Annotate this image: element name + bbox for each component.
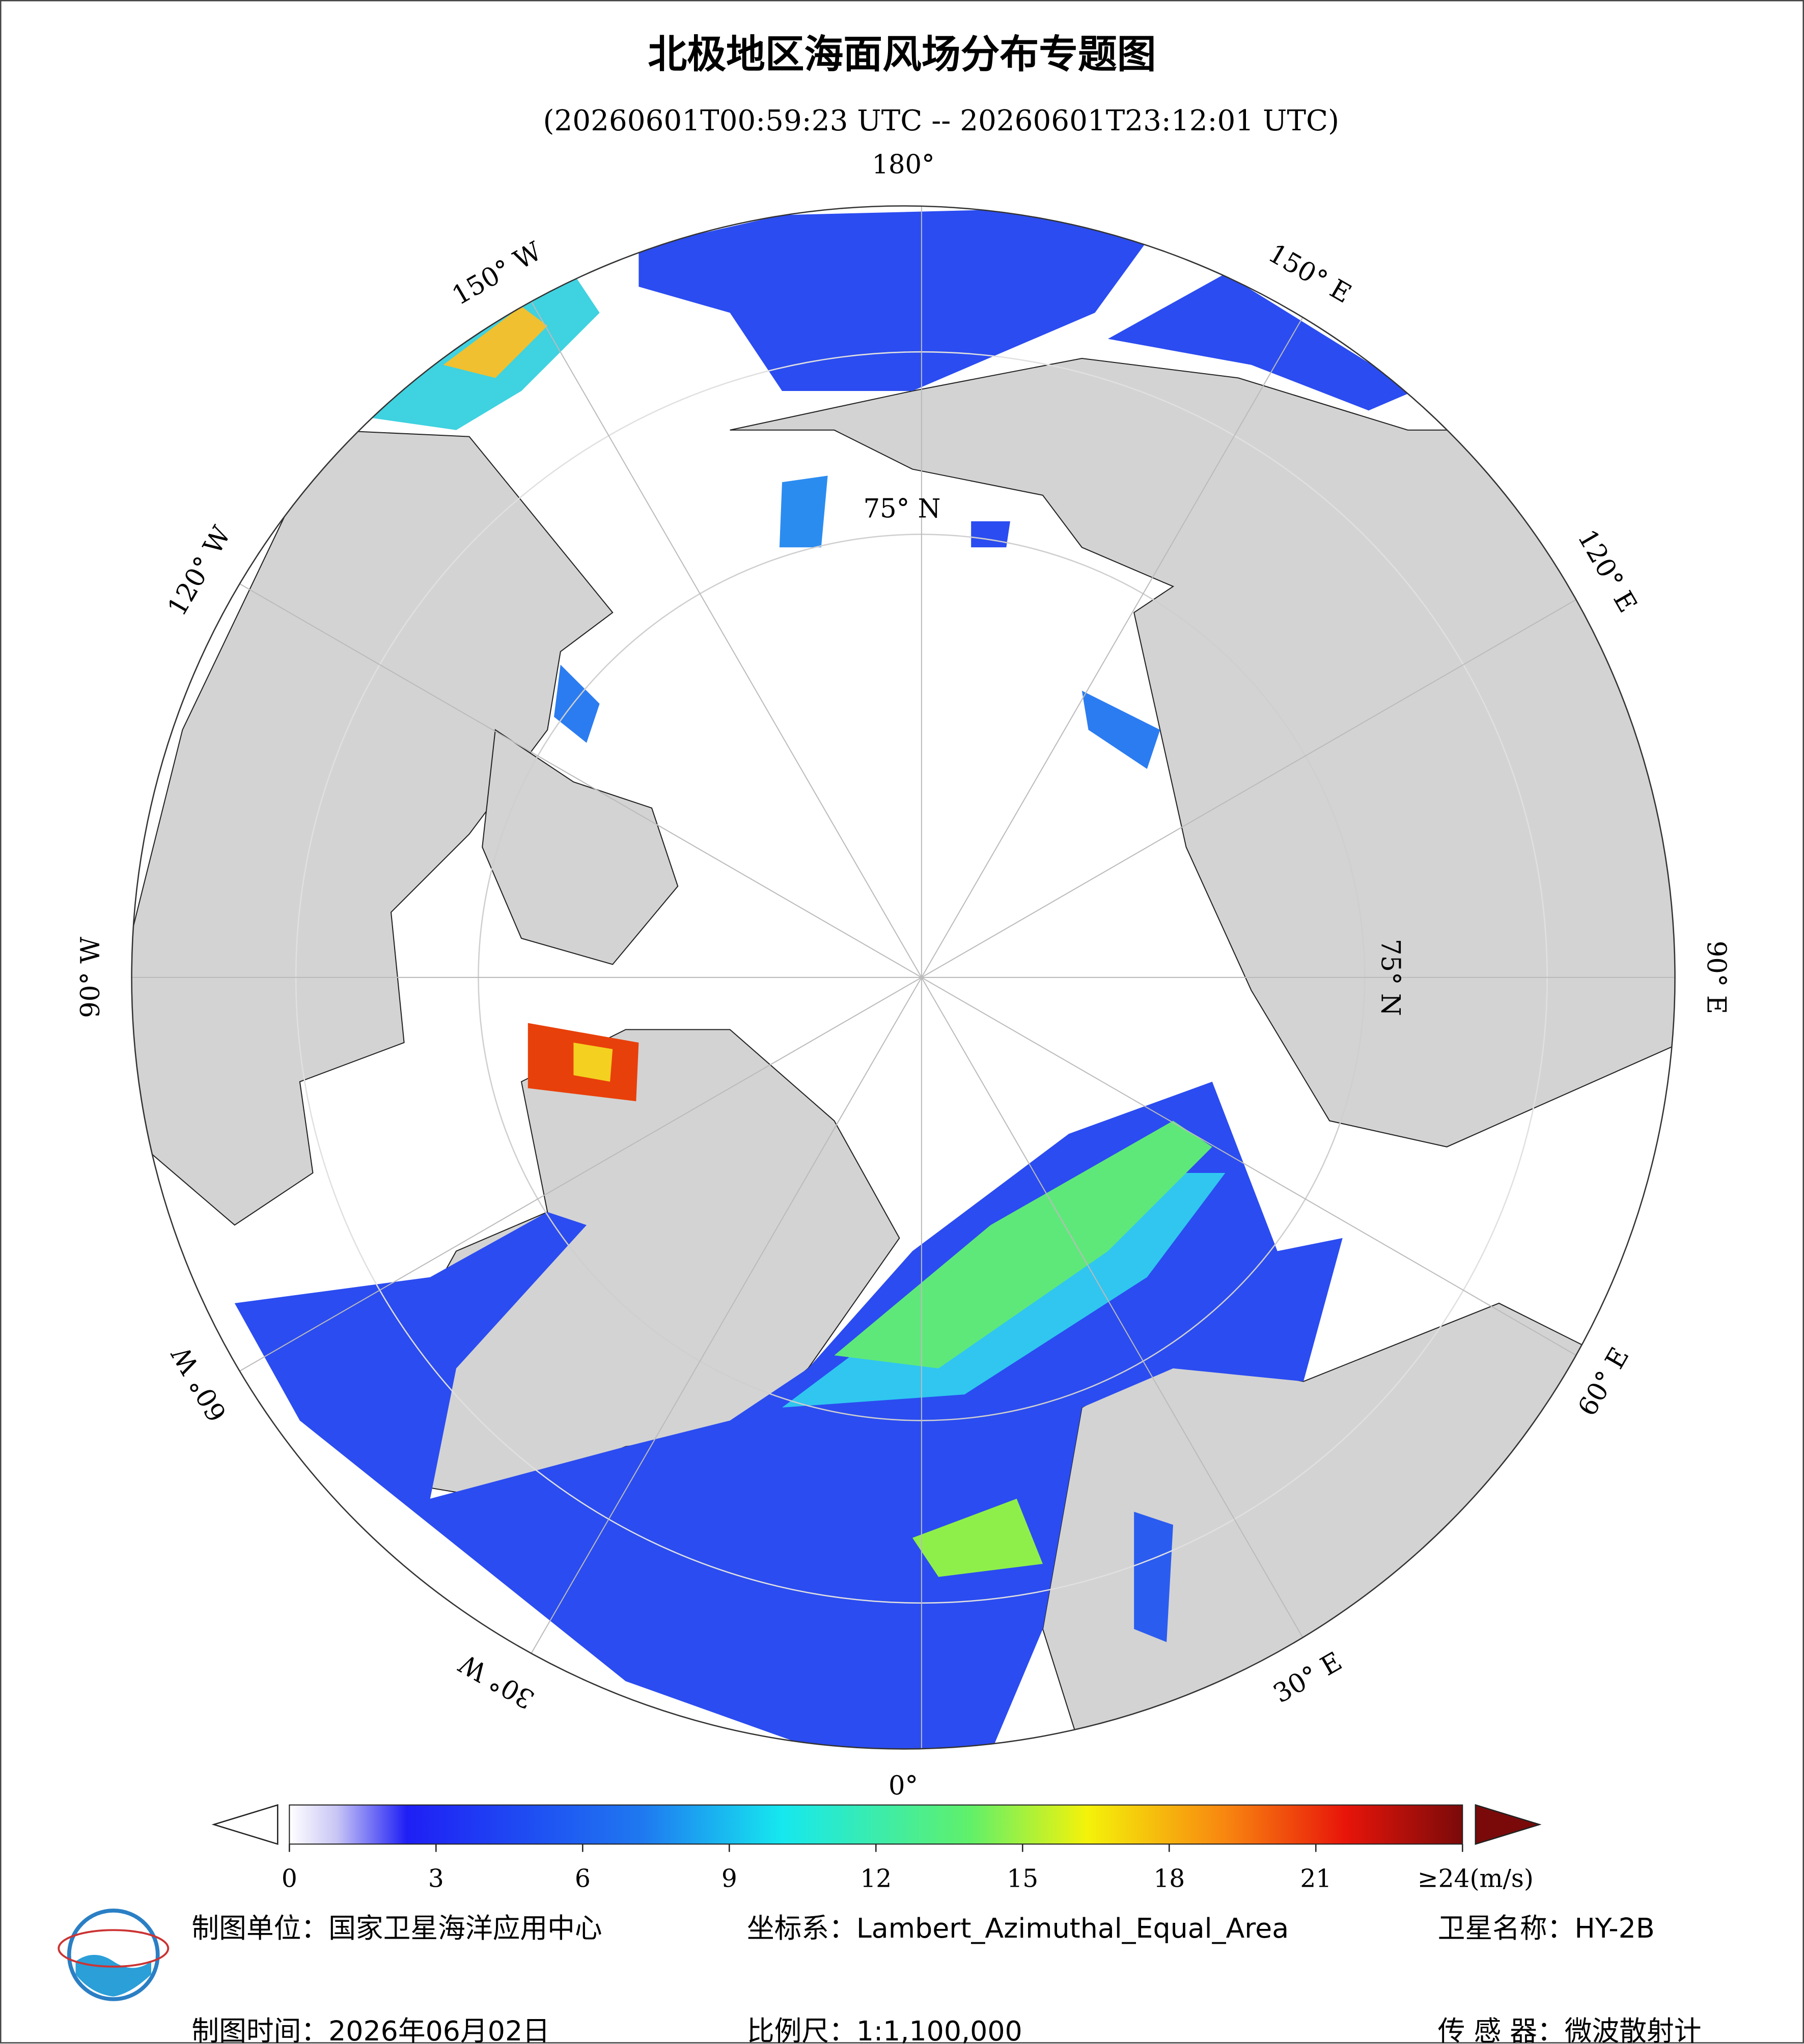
wind-field [234, 208, 1414, 1749]
colorbar-tick-label: 18 [1153, 1864, 1185, 1893]
meridian [465, 206, 922, 978]
colorbar-tick-label: 0 [282, 1864, 297, 1893]
longitude-label: 90° W [75, 937, 106, 1018]
latitude-label: 75° N [1375, 939, 1405, 1016]
meridians [131, 206, 1675, 1749]
subtitle: (20260601T00:59:23 UTC -- 20260601T23:12… [543, 104, 1340, 137]
colorbar-low-extend [211, 1804, 279, 1845]
meridian [465, 977, 922, 1749]
logo [58, 1909, 170, 2001]
meridian [921, 206, 1378, 978]
colorbar-tick-label: 21 [1300, 1864, 1331, 1893]
meridian [131, 977, 922, 1434]
footer-text: 比例尺：1:1,100,000 [747, 2015, 1022, 2044]
latitude-label: 75° N [864, 493, 941, 524]
footer-text: 传 感 器：微波散射计 [1438, 2015, 1702, 2044]
colorbar-ramp [289, 1804, 1463, 1845]
colorbar-tick-label: 9 [721, 1864, 737, 1893]
footer-text: 坐标系：Lambert_Azimuthal_Equal_Area [747, 1912, 1289, 1944]
colorbar-tick-label: 6 [575, 1864, 591, 1893]
colorbar-high-extend [1475, 1804, 1542, 1845]
meridian [131, 521, 922, 978]
footer-text: 卫星名称：HY-2B [1438, 1912, 1655, 1944]
colorbar-tick-label: 15 [1007, 1864, 1038, 1893]
longitude-label: 90° E [1701, 941, 1731, 1014]
footer-text: 制图单位：国家卫星海洋应用中心 [191, 1912, 602, 1944]
map-disc [131, 206, 1675, 1749]
colorbar: 0 3 6 9 12 15 18 21 ≥24(m/s) [211, 1804, 1542, 1893]
land [131, 357, 1675, 1749]
latitude-labels: 75° N 75° N [864, 493, 1406, 1016]
colorbar-tick-label: ≥24(m/s) [1418, 1864, 1534, 1893]
longitude-label: 0° [889, 1771, 918, 1801]
colorbar-tick-label: 12 [860, 1864, 892, 1893]
title: 北极地区海面风场分布专题图 [648, 32, 1156, 77]
footer-text: 制图时间：2026年06月02日 [191, 2015, 550, 2044]
meridian [921, 977, 1378, 1749]
footer: 制图单位：国家卫星海洋应用中心 坐标系：Lambert_Azimuthal_Equ… [191, 1912, 1701, 2044]
colorbar-tick-label: 3 [428, 1864, 444, 1893]
longitude-label: 180° [872, 150, 934, 180]
map-border [131, 205, 1676, 1750]
